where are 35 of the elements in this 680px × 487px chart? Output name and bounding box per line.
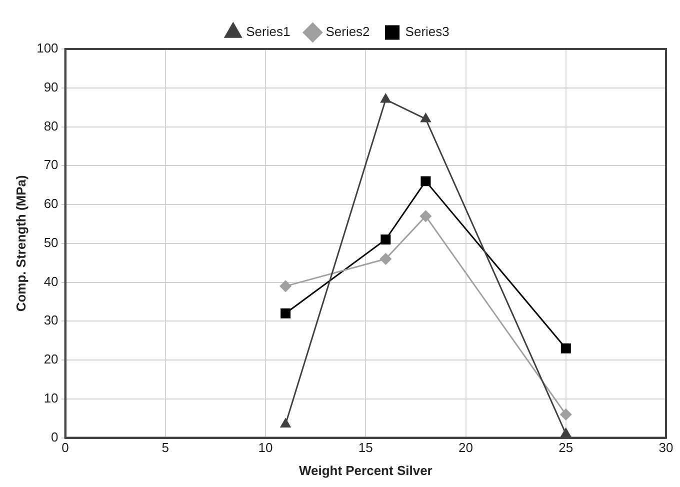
y-tick-label: 50 xyxy=(44,234,58,250)
x-tick-label: 5 xyxy=(162,440,170,456)
y-tick-label: 60 xyxy=(44,196,58,212)
y-tick-label: 30 xyxy=(44,312,58,328)
x-axis-title: Weight Percent Silver xyxy=(298,462,432,478)
x-tick-label: 25 xyxy=(558,440,574,456)
point xyxy=(420,113,431,122)
y-tick-label: 20 xyxy=(44,352,58,367)
x-tick-label: 15 xyxy=(358,440,373,456)
y-tick-label: 40 xyxy=(44,274,58,289)
y-tick-label: 100 xyxy=(36,40,58,56)
x-tick-label: 20 xyxy=(458,440,473,456)
point xyxy=(560,408,572,420)
y-tick-label: 80 xyxy=(44,118,58,134)
point xyxy=(420,210,432,222)
x-tick-label: 0 xyxy=(62,440,69,456)
point xyxy=(560,343,571,354)
point xyxy=(380,94,391,103)
y-tick-label: 90 xyxy=(44,79,58,94)
legend-label: Series1 xyxy=(246,24,290,40)
point xyxy=(560,428,571,438)
point xyxy=(280,308,291,318)
point xyxy=(420,176,431,186)
point xyxy=(280,280,292,292)
legend-label: Series3 xyxy=(405,24,450,40)
y-tick-label: 70 xyxy=(44,157,58,172)
y-axis-title: Comp. Strength (MPa) xyxy=(13,175,28,312)
legend-label: Series2 xyxy=(326,24,370,40)
point xyxy=(380,234,391,245)
x-tick-label: 10 xyxy=(258,440,273,456)
point xyxy=(280,418,291,428)
point xyxy=(380,253,392,265)
y-tick-label: 10 xyxy=(44,390,58,406)
x-tick-label: 30 xyxy=(658,440,674,456)
y-tick-label: 0 xyxy=(51,429,58,444)
